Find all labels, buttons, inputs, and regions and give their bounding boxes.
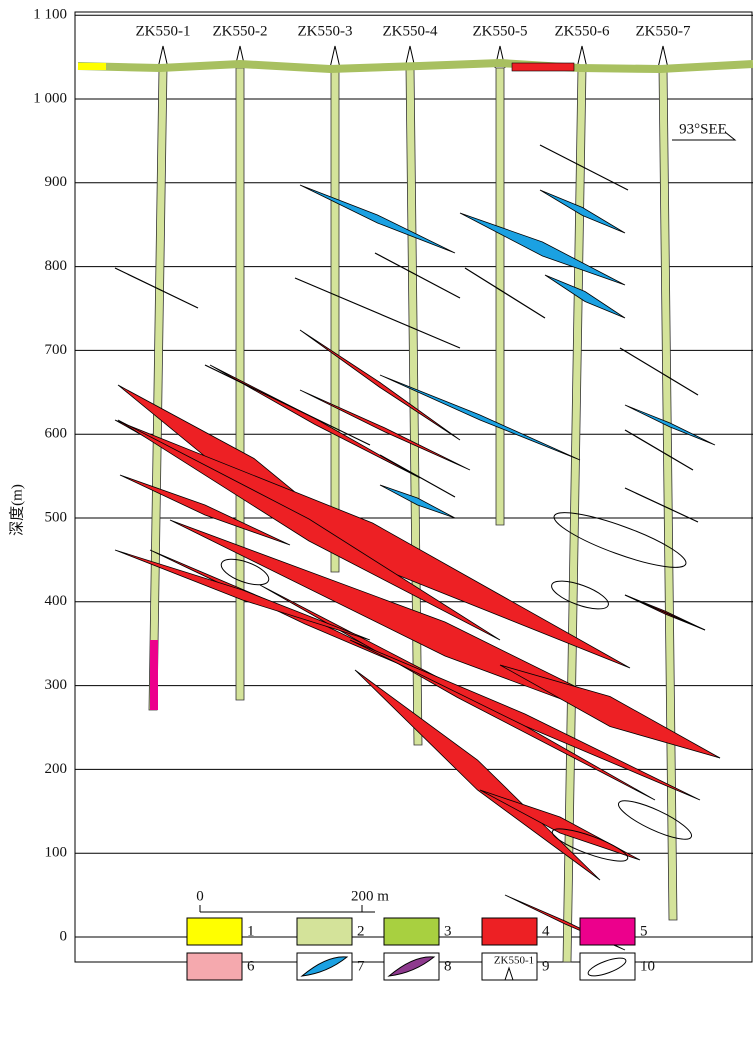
legend-label: 6 (247, 958, 255, 974)
y-tick-label: 700 (45, 342, 68, 358)
borehole-label: ZK550-6 (555, 23, 610, 39)
ore-lens (114, 549, 371, 641)
fault-line (619, 347, 699, 396)
fault-line (114, 267, 199, 309)
y-tick-label: 900 (45, 174, 68, 190)
legend-outline (587, 957, 627, 977)
y-tick-label: 0 (60, 928, 68, 944)
legend-swatch (186, 952, 243, 981)
fault-line (624, 487, 699, 523)
fault-line (294, 277, 461, 349)
ore-lens (119, 474, 291, 546)
y-tick-label: 500 (45, 509, 68, 525)
outline (220, 558, 270, 586)
red-cover (511, 62, 575, 72)
legend-symbol-label: ZK550-1 (494, 955, 534, 967)
legend-swatch (481, 952, 538, 981)
borehole-label: ZK550-7 (636, 23, 691, 39)
ore-lens (114, 419, 631, 669)
y-tick-label: 300 (45, 677, 68, 693)
borehole-label: ZK550-5 (473, 23, 528, 39)
fault-line (379, 454, 456, 498)
legend-label: 4 (542, 923, 550, 939)
ore-lens (349, 639, 701, 801)
legend-label: 2 (357, 923, 365, 939)
legend-label: 8 (444, 958, 452, 974)
borehole (330, 67, 340, 573)
y-tick-label: 200 (45, 761, 68, 777)
borehole-arrow (157, 45, 169, 69)
y-tick-label: 1 000 (33, 90, 67, 106)
borehole-label: ZK550-4 (383, 23, 438, 39)
legend-swatch (481, 917, 538, 946)
ore-lens (499, 664, 721, 759)
fault-line (204, 364, 371, 446)
y-tick-label: 400 (45, 593, 68, 609)
ore-lens (299, 329, 461, 441)
legend-label: 10 (640, 958, 655, 974)
ore-lens (544, 274, 626, 319)
ore-lens (379, 374, 581, 461)
legend-lens (300, 956, 349, 977)
ore-lens (117, 419, 501, 641)
surface (77, 58, 753, 74)
outline (553, 512, 687, 568)
y-tick-label: 800 (45, 258, 68, 274)
y-tick-label: 100 (45, 845, 68, 861)
legend-swatch (186, 917, 243, 946)
outline (551, 828, 629, 862)
scale-start: 0 (196, 888, 204, 904)
axis-label: 深度(m) (8, 484, 25, 536)
legend-swatch (296, 917, 353, 946)
borehole (148, 67, 168, 711)
borehole-label: ZK550-3 (298, 23, 353, 39)
scale-end: 200 m (351, 888, 389, 904)
orientation-arrow (672, 131, 737, 141)
borehole-arrow (657, 45, 669, 69)
ore-lens (299, 389, 471, 471)
legend-symbol (504, 966, 514, 981)
magenta-zone (150, 640, 158, 710)
fault-line (464, 267, 546, 319)
orientation: 93°SEE (679, 121, 727, 137)
legend-label: 3 (444, 923, 452, 939)
y-tick-label: 600 (45, 426, 68, 442)
yellow-cover (78, 63, 106, 70)
fault-line (624, 429, 694, 471)
ore-lens (624, 404, 716, 446)
fault-line (539, 144, 629, 191)
outline (551, 580, 609, 610)
ore-lens (459, 212, 626, 286)
borehole-label: ZK550-2 (213, 23, 268, 39)
legend-swatch (383, 917, 440, 946)
legend-lens (387, 956, 436, 977)
borehole-label: ZK550-1 (136, 23, 191, 39)
borehole-arrow (329, 45, 341, 69)
fault-line (374, 252, 461, 299)
legend-label: 9 (542, 958, 550, 974)
ore-lens (299, 184, 456, 254)
legend-label: 1 (247, 923, 255, 939)
ore-lens (379, 484, 456, 519)
y-tick-label: 1 100 (33, 7, 67, 23)
ore-lens (539, 189, 626, 234)
borehole-arrow (576, 45, 588, 69)
legend-swatch (579, 952, 636, 981)
borehole (495, 67, 505, 526)
ore-lens (354, 669, 601, 881)
ore-lens (479, 789, 641, 861)
legend-label: 5 (640, 923, 648, 939)
outline (618, 800, 692, 840)
borehole-arrow (404, 45, 416, 69)
legend-label: 7 (357, 958, 365, 974)
borehole (658, 67, 678, 921)
fault-line (624, 594, 706, 631)
legend-swatch (579, 917, 636, 946)
